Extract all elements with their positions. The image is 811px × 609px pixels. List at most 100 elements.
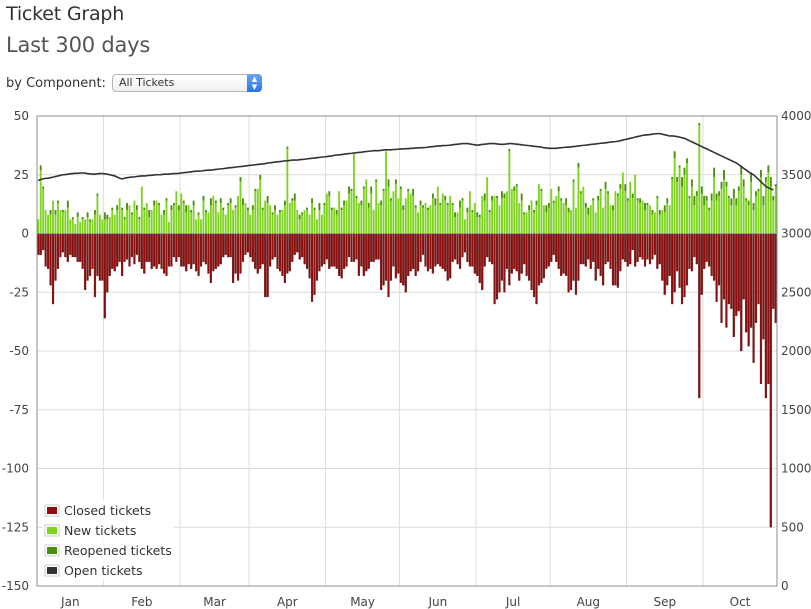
reopened-bar: [367, 202, 370, 208]
new-bar: [417, 212, 420, 234]
closed-bar: [323, 233, 326, 265]
new-bar: [533, 212, 535, 234]
reopened-bar: [153, 200, 156, 206]
reopened-bar: [229, 198, 232, 203]
new-bar: [661, 210, 664, 234]
new-bar: [296, 210, 299, 234]
new-bar: [185, 212, 188, 234]
new-bar: [592, 200, 595, 234]
new-bar: [424, 202, 427, 234]
chart-legend: Closed tickets New tickets Reopened ticket…: [42, 499, 174, 581]
new-bar: [138, 219, 141, 234]
new-bar: [668, 205, 671, 234]
closed-bar: [444, 233, 447, 272]
reopened-bar: [631, 193, 634, 199]
new-bar: [735, 205, 738, 234]
new-bar: [380, 205, 383, 234]
closed-bar: [540, 233, 543, 283]
reopened-bar: [545, 205, 548, 213]
new-bar: [700, 193, 703, 234]
new-bar: [429, 205, 432, 234]
new-bar: [219, 202, 222, 234]
reopened-bar: [592, 198, 595, 201]
reopened-bar: [259, 174, 262, 180]
new-bar: [61, 212, 64, 234]
y-right-tick-label: 1500: [781, 403, 811, 417]
closed-bar: [335, 233, 338, 269]
new-bar: [644, 210, 646, 234]
closed-bar: [387, 233, 390, 298]
reopened-bar: [274, 205, 276, 210]
reopened-bar: [444, 195, 447, 201]
new-bar: [313, 210, 316, 234]
new-bar: [298, 219, 301, 234]
reopened-bar: [478, 214, 481, 218]
reopened-bar: [49, 210, 52, 215]
new-bar: [747, 205, 750, 234]
new-bar: [503, 198, 506, 234]
closed-bar: [372, 233, 375, 262]
new-bar: [145, 202, 148, 234]
closed-bar: [683, 233, 686, 298]
reopened-bar: [311, 198, 313, 203]
new-bar: [143, 210, 146, 234]
reopened-bar: [227, 202, 230, 206]
closed-bar: [384, 233, 388, 281]
reopened-bar: [683, 167, 686, 175]
new-bar: [614, 191, 617, 234]
new-bar: [52, 200, 54, 234]
new-bar: [510, 188, 513, 234]
closed-bar: [557, 233, 560, 269]
closed-bar: [648, 233, 652, 265]
closed-bar: [688, 233, 691, 269]
y-left-tick-label: -150: [2, 579, 29, 593]
new-bar: [535, 205, 538, 234]
reopened-bar: [89, 219, 91, 222]
new-bar: [498, 205, 501, 234]
closed-bar: [195, 233, 198, 272]
closed-bar: [742, 233, 745, 300]
reopened-bar: [39, 165, 42, 171]
closed-bar: [505, 233, 508, 269]
new-bar: [639, 202, 642, 234]
component-select[interactable]: All Tickets ▲ ▼: [111, 74, 262, 92]
reopened-bar: [772, 195, 775, 201]
closed-bar: [172, 233, 175, 258]
closed-bar: [658, 233, 661, 265]
new-bar: [42, 188, 45, 234]
y-right-tick-label: 2000: [781, 344, 811, 358]
closed-bar: [227, 233, 230, 258]
closed-bar: [202, 233, 205, 262]
closed-bar: [565, 233, 568, 276]
new-bar: [214, 202, 217, 234]
new-bar: [165, 200, 168, 234]
y-right-tick-label: 3500: [781, 168, 811, 182]
closed-bar: [530, 233, 533, 291]
new-bar: [690, 186, 693, 234]
new-bar: [116, 210, 119, 234]
new-bar: [89, 221, 91, 234]
reopened-bar: [735, 198, 738, 206]
closed-bar: [365, 233, 368, 272]
new-bar: [459, 207, 461, 234]
closed-bar: [431, 233, 434, 274]
new-bar: [200, 219, 202, 234]
new-bar: [177, 210, 180, 234]
reopened-bar: [370, 186, 373, 194]
new-bar: [431, 198, 434, 234]
closed-bar: [646, 233, 649, 260]
reopened-bar: [764, 177, 767, 182]
reopened-bar: [700, 186, 703, 194]
closed-bar: [333, 233, 336, 267]
new-bar: [126, 210, 128, 234]
reopened-bar: [483, 193, 486, 201]
new-bar: [673, 158, 676, 234]
new-bar: [641, 200, 644, 234]
closed-bar: [111, 233, 114, 269]
new-bar: [698, 125, 701, 234]
new-bar: [357, 202, 360, 234]
new-bar: [723, 179, 725, 234]
closed-bar: [599, 233, 602, 276]
new-bar: [436, 186, 439, 234]
closed-bar: [138, 233, 141, 262]
